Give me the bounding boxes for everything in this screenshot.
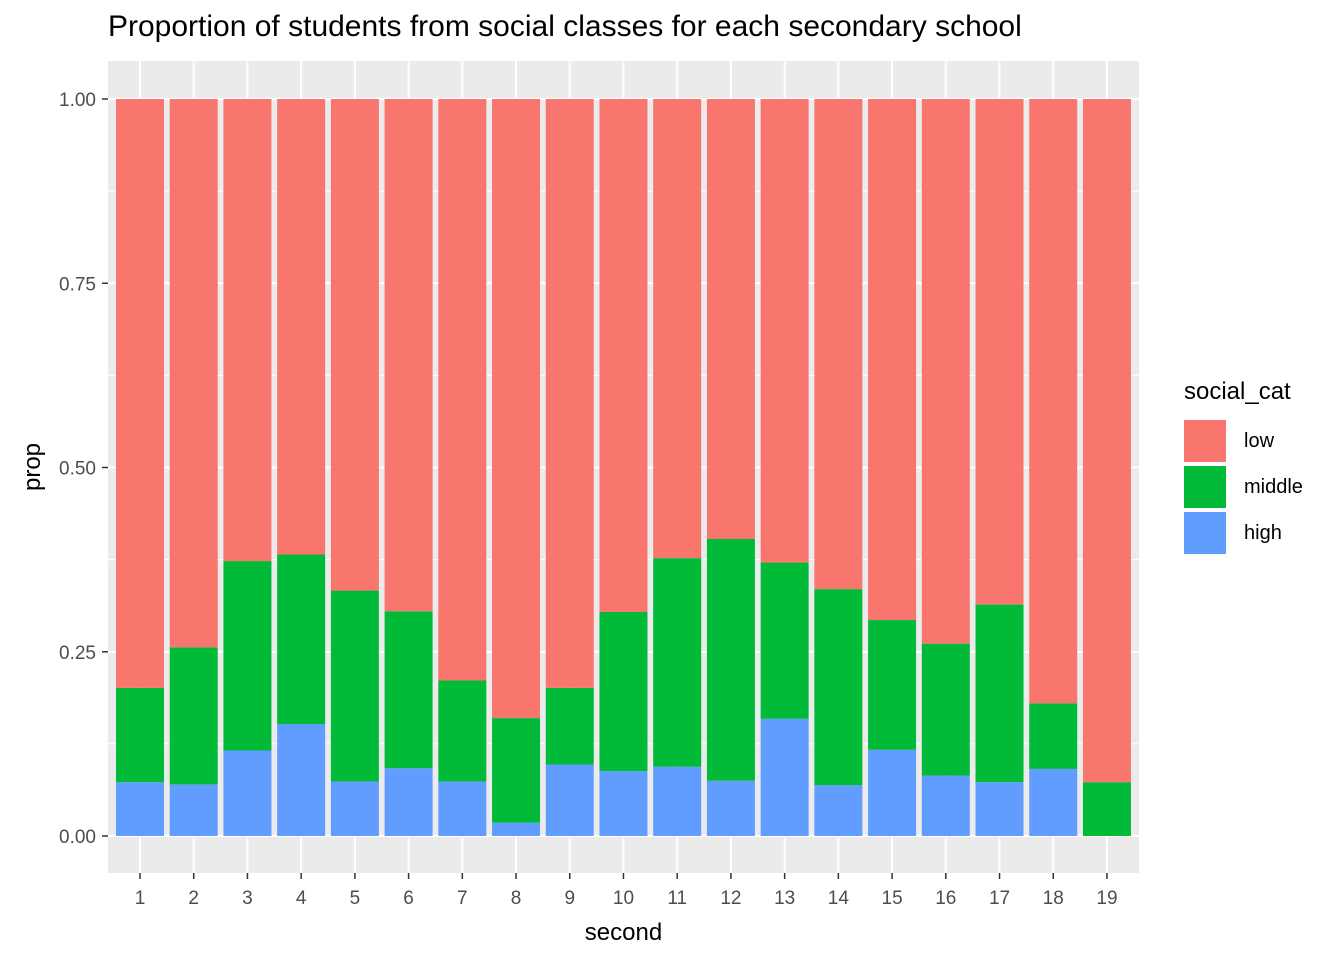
x-tick-label: 14 (828, 888, 850, 909)
bar-high-6 (384, 768, 433, 836)
bar-middle-1 (116, 687, 164, 783)
bar-low-19 (1082, 99, 1131, 783)
x-tick-label: 6 (403, 888, 414, 909)
bar-high-11 (653, 766, 702, 836)
bar-low-12 (706, 99, 755, 539)
legend-item-low: low (1184, 418, 1303, 464)
bar-low-10 (599, 99, 648, 612)
x-axis-title: second (585, 919, 662, 946)
x-tick-label: 13 (774, 888, 795, 909)
bar-middle-2 (169, 647, 218, 785)
bar-middle-10 (599, 611, 648, 772)
bar-middle-4 (277, 554, 326, 724)
x-tick-label: 1 (135, 888, 146, 909)
bar-low-18 (1029, 99, 1078, 704)
x-tick-label: 16 (935, 888, 956, 909)
bar-high-18 (1029, 768, 1078, 836)
x-tick-label: 17 (989, 888, 1010, 909)
bar-middle-15 (868, 620, 917, 750)
y-tick-label: 0.25 (59, 643, 96, 664)
bar-high-17 (975, 782, 1024, 836)
bar-middle-8 (492, 718, 541, 823)
bar-middle-6 (384, 611, 433, 769)
bar-low-8 (492, 99, 541, 719)
bar-high-14 (814, 785, 863, 836)
bar-high-16 (921, 775, 970, 836)
bar-high-2 (169, 784, 218, 836)
bar-low-3 (223, 99, 272, 562)
bar-high-13 (760, 718, 809, 836)
x-tick-label: 15 (882, 888, 903, 909)
y-tick-label: 0.00 (59, 827, 96, 848)
legend-item-middle: middle (1184, 464, 1303, 510)
bar-middle-18 (1029, 703, 1078, 769)
bar-high-8 (492, 822, 541, 836)
legend-title: social_cat (1184, 378, 1291, 405)
x-tick-label: 3 (242, 888, 253, 909)
y-tick-label: 1.00 (59, 90, 96, 111)
bars-layer (116, 99, 1131, 836)
bar-high-15 (868, 749, 917, 836)
bar-low-14 (814, 99, 863, 590)
bar-middle-5 (330, 590, 379, 782)
bar-middle-13 (760, 562, 809, 719)
bar-low-13 (760, 99, 809, 563)
x-tick-label: 18 (1043, 888, 1064, 909)
legend-label-middle: middle (1244, 475, 1303, 498)
bar-middle-14 (814, 589, 863, 786)
x-tick-label: 11 (667, 888, 687, 909)
bar-high-9 (545, 764, 594, 836)
bar-low-17 (975, 99, 1024, 605)
bar-high-3 (223, 750, 272, 836)
bar-middle-9 (545, 687, 594, 765)
bar-middle-16 (921, 643, 970, 776)
bar-high-1 (116, 782, 164, 836)
bar-middle-17 (975, 604, 1024, 783)
bar-high-4 (277, 723, 326, 836)
x-tick-label: 19 (1096, 888, 1117, 909)
legend-key-middle (1184, 466, 1226, 508)
bar-middle-7 (438, 680, 487, 782)
bar-low-7 (438, 99, 487, 681)
x-tick-label: 2 (188, 888, 199, 909)
x-tick-label: 7 (457, 888, 468, 909)
bar-low-1 (116, 99, 164, 688)
bar-low-11 (653, 99, 702, 559)
bar-high-12 (706, 780, 755, 836)
y-tick-label: 0.50 (59, 459, 96, 480)
legend-label-high: high (1244, 521, 1282, 544)
legend-item-high: high (1184, 510, 1303, 556)
bar-low-9 (545, 99, 594, 688)
x-tick-label: 12 (720, 888, 741, 909)
legend-key-high (1184, 512, 1226, 554)
bar-low-6 (384, 99, 433, 612)
bar-low-16 (921, 99, 970, 644)
bar-middle-12 (706, 538, 755, 781)
bar-high-5 (330, 781, 379, 836)
y-tick-label: 0.75 (59, 274, 96, 295)
chart-title: Proportion of students from social class… (108, 10, 1022, 43)
bar-high-7 (438, 781, 487, 836)
x-tick-label: 10 (613, 888, 634, 909)
legend-key-low (1184, 420, 1226, 462)
legend: social_cat low middle high (1184, 378, 1303, 556)
bar-middle-19 (1082, 782, 1131, 836)
bar-low-4 (277, 99, 326, 555)
x-tick-label: 8 (511, 888, 522, 909)
bar-low-15 (868, 99, 917, 621)
bar-low-5 (330, 99, 379, 591)
legend-label-low: low (1244, 429, 1275, 452)
bar-middle-11 (653, 558, 702, 767)
bar-low-2 (169, 99, 218, 648)
x-tick-label: 4 (296, 888, 307, 909)
x-tick-label: 9 (564, 888, 575, 909)
bar-middle-3 (223, 561, 272, 751)
axis-layer: 0.000.250.500.751.001 2 3 4 5 6 7 8 9 10 11 12 13 14 1… (59, 90, 1118, 909)
bar-high-10 (599, 771, 648, 836)
y-axis-title: prop (19, 443, 46, 491)
x-tick-label: 5 (350, 888, 361, 909)
